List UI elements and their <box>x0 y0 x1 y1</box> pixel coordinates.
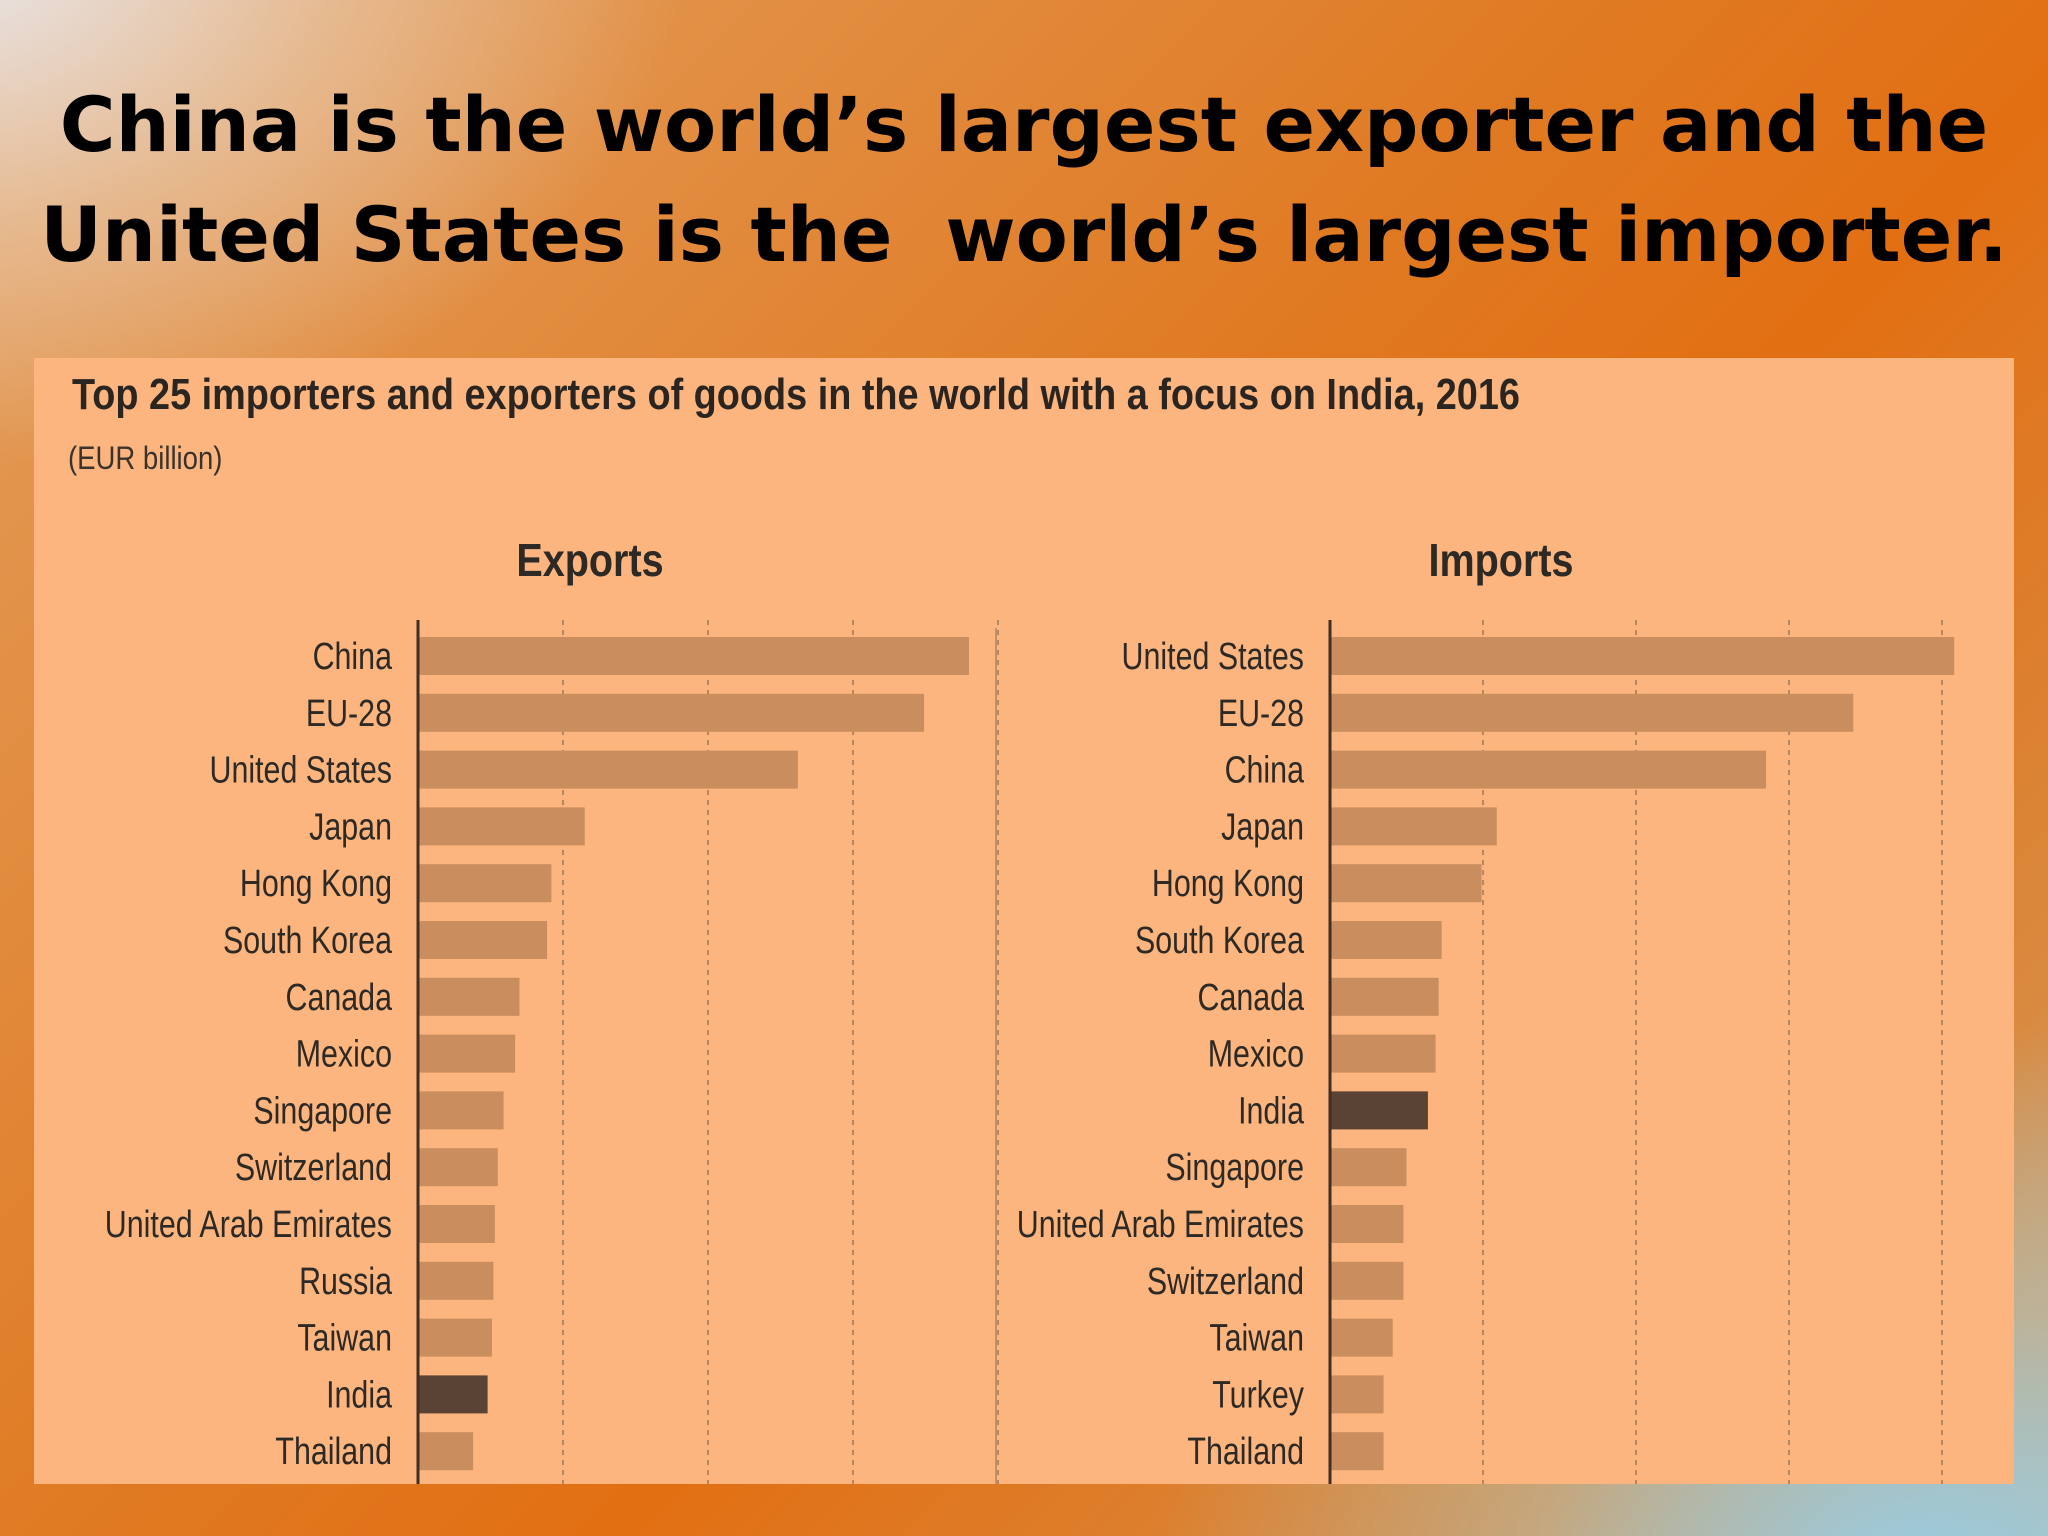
exports-bar-south-korea <box>418 921 548 959</box>
exports-label-canada: Canada <box>286 977 393 1019</box>
imports-label-united-states: United States <box>1122 636 1304 678</box>
slide-title-line-1: China is the world’s largest exporter an… <box>59 80 1989 169</box>
imports-label-switzerland: Switzerland <box>1147 1261 1304 1303</box>
exports-bar-switzerland <box>418 1148 498 1187</box>
imports-label-taiwan: Taiwan <box>1209 1317 1304 1359</box>
imports-label-china: China <box>1225 749 1305 791</box>
imports-label-mexico: Mexico <box>1208 1033 1304 1075</box>
exports-bar-singapore <box>418 1091 504 1130</box>
exports-bar-eu-28 <box>418 693 925 732</box>
bar-chart: Exports China EU-28 United States Japan Hong … <box>105 535 1955 1484</box>
imports-label-south-korea: South Korea <box>1135 920 1305 962</box>
exports-bar-mexico <box>418 1034 516 1073</box>
chart-unit: (EUR billion) <box>68 440 223 476</box>
exports-label-taiwan: Taiwan <box>297 1317 392 1359</box>
imports-bar-thailand <box>1330 1432 1384 1471</box>
imports-bar-japan <box>1330 807 1497 846</box>
imports-bar-singapore <box>1330 1148 1407 1187</box>
exports-bar-united-arab-emirates <box>418 1205 495 1243</box>
imports-label-japan: Japan <box>1221 806 1304 848</box>
slide-title: China is the world’s largest exporter an… <box>0 70 2048 290</box>
exports-bar-japan <box>418 807 585 846</box>
exports-label-mexico: Mexico <box>296 1033 392 1075</box>
imports-bar-switzerland <box>1330 1261 1404 1300</box>
exports-label-eu-28: EU-28 <box>306 693 392 735</box>
exports-label-hong-kong: Hong Kong <box>240 863 392 905</box>
chart-title: Top 25 importers and exporters of goods … <box>72 370 1520 419</box>
exports-label-south-korea: South Korea <box>223 920 393 962</box>
imports-label-turkey: Turkey <box>1212 1374 1304 1416</box>
imports-bar-taiwan <box>1330 1318 1393 1357</box>
imports-label-eu-28: EU-28 <box>1218 693 1304 735</box>
exports-label-united-states: United States <box>210 749 392 791</box>
exports-label-china: China <box>313 636 393 678</box>
imports-bar-india <box>1330 1091 1428 1130</box>
exports-subtitle: Exports <box>516 535 663 586</box>
exports-bar-united-states <box>418 750 798 789</box>
imports-label-canada: Canada <box>1198 977 1305 1019</box>
imports-label-india: India <box>1238 1090 1305 1132</box>
imports-bar-eu-28 <box>1330 693 1854 732</box>
imports-bar-hong-kong <box>1330 864 1482 903</box>
imports-bar-united-states <box>1330 637 1955 675</box>
exports-bar-canada <box>418 977 520 1016</box>
exports-panel: Exports China EU-28 United States Japan Hong … <box>105 535 999 1484</box>
imports-bar-united-arab-emirates <box>1330 1205 1404 1243</box>
imports-subtitle: Imports <box>1428 535 1573 586</box>
exports-label-thailand: Thailand <box>275 1431 392 1473</box>
imports-bar-south-korea <box>1330 921 1442 959</box>
imports-label-thailand: Thailand <box>1187 1431 1304 1473</box>
exports-label-russia: Russia <box>299 1261 393 1303</box>
exports-label-united-arab-emirates: United Arab Emirates <box>105 1204 392 1246</box>
exports-bar-russia <box>418 1261 494 1300</box>
imports-bar-china <box>1330 750 1767 789</box>
exports-bar-taiwan <box>418 1318 492 1357</box>
chart-panel: Top 25 importers and exporters of goods … <box>34 358 2014 1484</box>
exports-label-switzerland: Switzerland <box>235 1147 392 1189</box>
slide-title-line-2: United States is the world’s largest imp… <box>40 190 2008 279</box>
imports-label-singapore: Singapore <box>1165 1147 1304 1189</box>
imports-bar-canada <box>1330 977 1439 1016</box>
imports-panel: Imports United States EU-28 China Japan Hong … <box>1017 535 1955 1484</box>
imports-label-united-arab-emirates: United Arab Emirates <box>1017 1204 1304 1246</box>
exports-bar-china <box>418 637 969 675</box>
exports-label-japan: Japan <box>309 806 392 848</box>
imports-bar-mexico <box>1330 1034 1436 1073</box>
exports-bar-india <box>418 1375 488 1414</box>
exports-bar-hong-kong <box>418 864 552 903</box>
imports-label-hong-kong: Hong Kong <box>1152 863 1304 905</box>
exports-label-india: India <box>326 1374 393 1416</box>
imports-bar-turkey <box>1330 1375 1384 1414</box>
exports-bar-thailand <box>418 1432 474 1471</box>
exports-label-singapore: Singapore <box>253 1090 392 1132</box>
